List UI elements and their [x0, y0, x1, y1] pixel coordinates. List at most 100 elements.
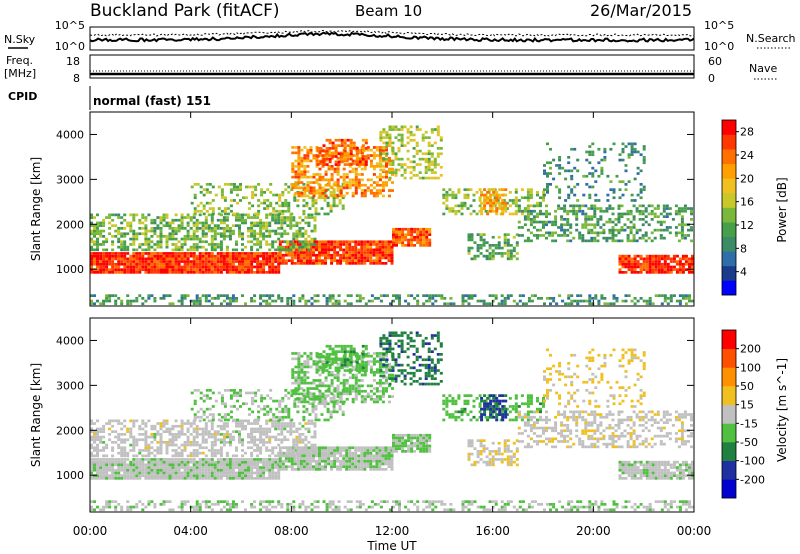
power-echo-cell [153, 252, 157, 255]
power-echo-cell [308, 240, 312, 244]
velocity-echo-cell [171, 454, 175, 458]
power-echo-cell [312, 189, 316, 192]
power-echo-cell [677, 207, 681, 210]
power-echo-cell [624, 262, 628, 266]
velocity-echo-cell [401, 450, 405, 453]
power-echo-cell [509, 244, 513, 247]
power-echo-cell [445, 196, 449, 200]
power-echo-cell [545, 220, 548, 224]
power-echo-cell [351, 251, 355, 254]
power-echo-cell [401, 238, 405, 242]
power-echo-cell [313, 224, 317, 227]
power-echo-cell [495, 207, 499, 210]
power-echo-cell [199, 185, 203, 189]
velocity-echo-cell [114, 430, 118, 433]
power-echo-cell [278, 262, 282, 265]
power-echo-cell [354, 256, 358, 260]
velocity-echo-cell [117, 422, 121, 425]
power-echo-cell [385, 165, 388, 168]
power-echo-cell [572, 209, 576, 213]
power-echo-cell [503, 244, 507, 247]
power-echo-cell [336, 253, 340, 257]
power-echo-cell [470, 233, 474, 236]
power-echo-cell [165, 235, 169, 238]
power-echo-cell [532, 220, 536, 224]
power-echo-cell [156, 254, 160, 258]
velocity-echo-cell [238, 419, 241, 423]
power-echo-cell [287, 209, 291, 213]
power-echo-cell [150, 260, 154, 263]
power-echo-cell [238, 271, 241, 274]
power-echo-cell [381, 243, 385, 246]
power-echo-cell [555, 164, 559, 167]
power-echo-cell [211, 185, 215, 189]
power-echo-cell [357, 178, 361, 182]
power-echo-cell [564, 169, 568, 173]
power-echo-cell [289, 240, 293, 244]
power-echo-cell [284, 183, 288, 186]
power-echo-cell [337, 294, 341, 297]
power-echo-cell [309, 181, 313, 184]
power-echo-cell [422, 230, 426, 234]
power-echo-cell [229, 209, 233, 213]
power-echo-cell [388, 144, 392, 147]
power-echo-cell [301, 227, 305, 230]
power-echo-cell [291, 167, 295, 171]
power-echo-cell [287, 207, 291, 210]
power-echo-cell [232, 212, 236, 216]
power-echo-cell [225, 227, 229, 230]
power-echo-cell [491, 299, 495, 303]
power-echo-cell [360, 189, 364, 192]
power-echo-cell [512, 246, 516, 250]
power-echo-cell [330, 259, 334, 262]
power-echo-cell [269, 201, 273, 205]
power-echo-cell [332, 188, 336, 191]
velocity-echo-cell [204, 430, 208, 433]
power-echo-cell [488, 302, 492, 306]
power-echo-cell [165, 243, 169, 246]
power-echo-cell [256, 268, 260, 271]
velocity-echo-cell [342, 462, 346, 466]
velocity-echo-cell [222, 471, 226, 475]
power-echo-cell [219, 248, 223, 252]
power-echo-cell [337, 163, 341, 166]
power-echo-cell [503, 233, 507, 236]
power-echo-cell [342, 175, 346, 179]
velocity-echo-cell [186, 441, 190, 444]
power-echo-cell [691, 254, 694, 258]
velocity-echo-cell [235, 474, 238, 477]
power-echo-cell [90, 302, 93, 306]
power-echo-cell [105, 216, 109, 219]
power-echo-cell [195, 271, 199, 274]
power-echo-cell [422, 233, 426, 236]
velocity-echo-cell [225, 454, 229, 458]
power-echo-cell [331, 294, 335, 297]
power-echo-cell [147, 248, 151, 252]
power-echo-cell [327, 181, 331, 184]
velocity-echo-cell [117, 419, 121, 423]
power-echo-cell [363, 148, 367, 152]
power-echo-cell [337, 138, 341, 142]
power-echo-cell [354, 178, 358, 182]
power-echo-cell [135, 260, 139, 263]
power-echo-cell [690, 218, 693, 221]
velocity-echo-cell [278, 457, 282, 460]
power-echo-cell [198, 252, 202, 255]
power-echo-cell [174, 257, 178, 261]
power-echo-cell [251, 191, 255, 194]
power-ylabel: Slant Range [km] [29, 157, 43, 261]
power-echo-cell [198, 271, 202, 274]
power-echo-cell [289, 245, 293, 249]
power-echo-cell [259, 252, 263, 255]
power-echo-cell [159, 271, 163, 274]
power-echo-cell [653, 215, 657, 218]
power-echo-cell [606, 174, 610, 178]
power-echo-cell [427, 176, 431, 180]
velocity-echo-cell [96, 468, 99, 472]
velocity-echo-cell [308, 462, 312, 466]
power-echo-cell [153, 299, 157, 303]
velocity-echo-cell [244, 419, 247, 423]
velocity-echo-cell [186, 454, 190, 458]
power-echo-cell [216, 257, 220, 261]
velocity-echo-cell [153, 424, 157, 428]
